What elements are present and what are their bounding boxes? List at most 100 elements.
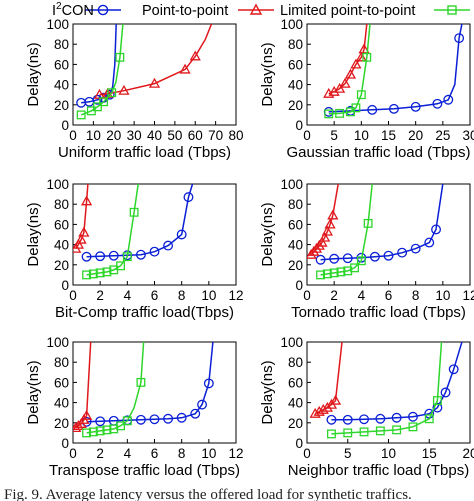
x-tick-label: 5 (344, 446, 352, 461)
series-p2p (307, 184, 339, 259)
data-point-p2p (316, 236, 328, 247)
data-point-limited (424, 414, 434, 424)
y-tick-label: 80 (288, 197, 303, 212)
x-tick-label: 8 (178, 288, 186, 303)
x-tick-label: 8 (178, 446, 186, 461)
y-tick-label: 0 (295, 436, 303, 451)
y-tick-label: 20 (54, 416, 69, 431)
x-tick-label: 0 (69, 128, 77, 143)
data-point-limited (129, 207, 139, 217)
x-tick-label: 10 (201, 446, 216, 461)
y-axis-label: Delay(ns) (25, 360, 42, 424)
series-line-limited (320, 184, 373, 276)
data-point-p2p (73, 420, 85, 430)
y-tick-label: 60 (54, 57, 69, 72)
data-point-limited (82, 428, 92, 438)
y-tick-label: 20 (288, 416, 303, 431)
series-line-i2con (81, 24, 117, 104)
series-p2p (73, 184, 93, 253)
data-point-i2con (391, 412, 402, 423)
series-limited (324, 24, 372, 119)
data-point-p2p (307, 248, 317, 259)
data-point-i2con (342, 414, 353, 425)
data-point-p2p (324, 218, 336, 229)
data-point-i2con (81, 251, 92, 262)
data-point-limited (316, 270, 326, 280)
y-tick-label: 60 (54, 375, 69, 390)
x-tick-label: 4 (358, 288, 366, 303)
x-tick-label: 15 (381, 128, 396, 143)
data-point-limited (343, 428, 353, 438)
data-point-p2p (344, 68, 357, 79)
x-tick-label: 80 (228, 128, 243, 143)
data-point-limited (95, 268, 105, 278)
data-point-limited (324, 109, 334, 119)
series-i2con (323, 24, 465, 117)
y-tick-label: 100 (280, 335, 303, 350)
x-tick-label: 0 (69, 288, 77, 303)
y-tick-label: 20 (54, 98, 69, 113)
y-tick-label: 60 (288, 57, 303, 72)
data-point-limited (82, 270, 92, 280)
data-point-p2p (358, 43, 370, 54)
y-tick-label: 80 (54, 197, 69, 212)
y-tick-label: 100 (46, 17, 69, 32)
x-tick-label: 0 (303, 288, 311, 303)
y-axis-label: Delay(ns) (259, 360, 276, 424)
data-point-i2con (408, 411, 418, 422)
data-point-limited (99, 97, 109, 107)
legend-marker-p2p (249, 3, 263, 15)
x-tick-label: 70 (208, 128, 223, 143)
data-point-p2p (321, 225, 333, 236)
data-point-i2con (326, 414, 337, 425)
series-line-i2con (328, 24, 463, 113)
series-line-i2con (331, 342, 463, 421)
data-point-i2con (375, 413, 386, 424)
x-tick-label: 15 (422, 446, 437, 461)
data-point-p2p (80, 409, 93, 420)
data-point-i2con (432, 402, 443, 413)
x-tick-label: 12 (462, 288, 474, 303)
data-point-p2p (313, 405, 325, 416)
data-point-limited (375, 426, 385, 436)
data-point-p2p (317, 403, 329, 414)
data-point-limited (76, 110, 86, 120)
data-point-i2con (176, 412, 187, 423)
data-point-i2con (383, 250, 394, 261)
y-tick-label: 40 (288, 78, 303, 93)
x-axis-label: Uniform traffic load (Tbps) (58, 144, 231, 161)
data-point-limited (116, 421, 125, 431)
data-point-i2con (315, 254, 326, 265)
y-tick-label: 80 (288, 355, 303, 370)
data-point-p2p (78, 226, 90, 237)
x-tick-label: 5 (330, 128, 338, 143)
y-tick-label: 0 (61, 118, 69, 133)
data-point-limited (335, 108, 345, 118)
data-point-limited (102, 267, 112, 277)
data-point-p2p (308, 245, 320, 256)
data-point-p2p (329, 394, 342, 405)
data-point-p2p (118, 84, 130, 95)
series-line-i2con (86, 184, 194, 258)
x-tick-label: 2 (96, 446, 104, 461)
data-point-limited (392, 425, 402, 435)
legend-label-p2p: Point-to-point (142, 3, 228, 19)
data-point-p2p (327, 209, 339, 220)
x-tick-label: 12 (228, 446, 243, 461)
y-tick-label: 80 (288, 37, 303, 52)
data-point-p2p (333, 82, 346, 93)
data-point-limited (329, 268, 339, 278)
series-i2con (81, 342, 214, 427)
series-line-limited (86, 184, 139, 276)
series-limited (82, 342, 146, 438)
plot-frame (72, 23, 237, 126)
x-axis-label: Transpose traffic load (Tbps) (49, 462, 240, 479)
data-point-i2con (163, 240, 174, 251)
data-point-p2p (321, 401, 333, 412)
x-tick-label: 6 (385, 288, 393, 303)
data-point-p2p (350, 58, 362, 69)
x-axis-label: Bit-Comp traffic load(Tbps) (55, 304, 234, 321)
y-tick-label: 80 (54, 355, 69, 370)
